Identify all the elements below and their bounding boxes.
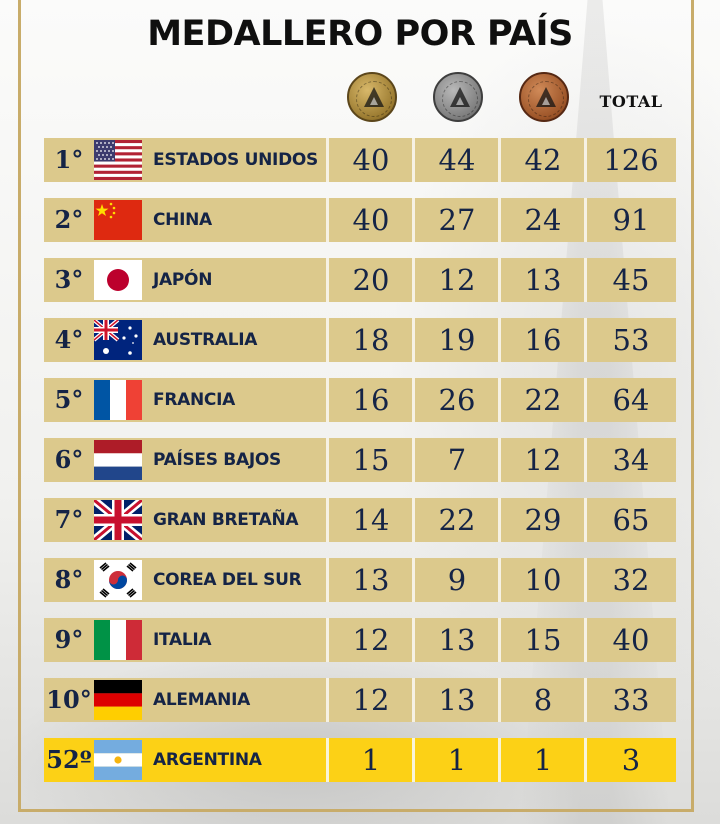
gold-medal-icon [347, 72, 397, 122]
silver-count: 13 [438, 623, 476, 657]
gold-count: 18 [352, 323, 390, 357]
country-name: AUSTRALIA [153, 330, 258, 350]
rank-cell: 2° [54, 205, 84, 234]
gold-count: 40 [352, 143, 390, 177]
silver-count: 7 [447, 443, 467, 477]
silver-count: 44 [438, 143, 476, 177]
rank-cell: 10° [46, 685, 92, 714]
silver-count: 22 [438, 503, 476, 537]
total-count: 126 [603, 143, 659, 177]
silver-count: 19 [438, 323, 476, 357]
usa-flag-icon [94, 140, 142, 180]
total-count: 32 [612, 563, 650, 597]
total-count: 45 [612, 263, 650, 297]
country-name: GRAN BRETAÑA [153, 510, 299, 530]
bronze-count: 16 [524, 323, 562, 357]
bronze-count: 24 [524, 203, 562, 237]
table-row: 3° JAPÓN 20 12 13 45 [44, 258, 676, 302]
total-count: 64 [612, 383, 650, 417]
page-title: MEDALLERO POR PAÍS [147, 14, 573, 54]
gold-count: 16 [352, 383, 390, 417]
country-name: ALEMANIA [153, 690, 250, 710]
china-flag-icon [94, 200, 142, 240]
silver-count: 12 [438, 263, 476, 297]
south-korea-flag-icon [94, 560, 142, 600]
rank-cell: 8° [54, 565, 84, 594]
rank-cell: 4° [54, 325, 84, 354]
total-count: 53 [612, 323, 650, 357]
rank-cell: 7° [54, 505, 84, 534]
table-row-highlighted: 52º ARGENTINA 1 1 1 3 [44, 738, 676, 782]
rank-cell: 1° [54, 145, 84, 174]
country-name: JAPÓN [153, 270, 213, 290]
great-britain-flag-icon [94, 500, 142, 540]
total-count: 65 [612, 503, 650, 537]
country-name: COREA DEL SUR [153, 570, 302, 590]
netherlands-flag-icon [94, 440, 142, 480]
silver-count: 27 [438, 203, 476, 237]
gold-count: 12 [352, 683, 390, 717]
total-count: 40 [612, 623, 650, 657]
rank-cell: 52º [46, 745, 92, 774]
rank-cell: 5° [54, 385, 84, 414]
total-count: 33 [612, 683, 650, 717]
gold-count: 12 [352, 623, 390, 657]
table-row: 2° CHINA 40 27 24 91 [44, 198, 676, 242]
gold-count: 15 [352, 443, 390, 477]
table-row: 4° AUSTRALIA 18 19 16 53 [44, 318, 676, 362]
silver-count: 1 [447, 743, 467, 777]
bronze-count: 29 [524, 503, 562, 537]
germany-flag-icon [94, 680, 142, 720]
silver-count: 26 [438, 383, 476, 417]
country-name: CHINA [153, 210, 212, 230]
bronze-count: 1 [533, 743, 553, 777]
gold-count: 40 [352, 203, 390, 237]
table-row: 9° ITALIA 12 13 15 40 [44, 618, 676, 662]
gold-count: 13 [352, 563, 390, 597]
table-row: 6° PAÍSES BAJOS 15 7 12 34 [44, 438, 676, 482]
bronze-count: 10 [524, 563, 562, 597]
total-count: 91 [612, 203, 650, 237]
country-name: ARGENTINA [153, 750, 262, 770]
bronze-medal-icon [519, 72, 569, 122]
silver-count: 9 [447, 563, 467, 597]
bronze-count: 12 [524, 443, 562, 477]
gold-frame [18, 0, 694, 812]
bronze-count: 13 [524, 263, 562, 297]
gold-count: 20 [352, 263, 390, 297]
table-row: 7° GRAN BRETAÑA 14 22 29 65 [44, 498, 676, 542]
bronze-count: 22 [524, 383, 562, 417]
country-name: ESTADOS UNIDOS [153, 150, 318, 170]
australia-flag-icon [94, 320, 142, 360]
bronze-count: 42 [524, 143, 562, 177]
country-name: PAÍSES BAJOS [153, 450, 281, 470]
total-column-header: TOTAL [599, 92, 663, 111]
bronze-count: 15 [524, 623, 562, 657]
rank-cell: 3° [54, 265, 84, 294]
italy-flag-icon [94, 620, 142, 660]
france-flag-icon [94, 380, 142, 420]
silver-count: 13 [438, 683, 476, 717]
table-row: 10° ALEMANIA 12 13 8 33 [44, 678, 676, 722]
country-name: ITALIA [153, 630, 212, 650]
bronze-count: 8 [533, 683, 553, 717]
gold-count: 14 [352, 503, 390, 537]
rank-cell: 9° [54, 625, 84, 654]
japan-flag-icon [94, 260, 142, 300]
argentina-flag-icon [94, 740, 142, 780]
table-row: 5° FRANCIA 16 26 22 64 [44, 378, 676, 422]
total-count: 3 [621, 743, 641, 777]
table-row: 8° COREA DEL SUR 13 9 10 32 [44, 558, 676, 602]
rank-cell: 6° [54, 445, 84, 474]
total-count: 34 [612, 443, 650, 477]
silver-medal-icon [433, 72, 483, 122]
table-row: 1° ESTADOS UNIDOS [44, 138, 676, 182]
gold-count: 1 [361, 743, 381, 777]
country-name: FRANCIA [153, 390, 235, 410]
